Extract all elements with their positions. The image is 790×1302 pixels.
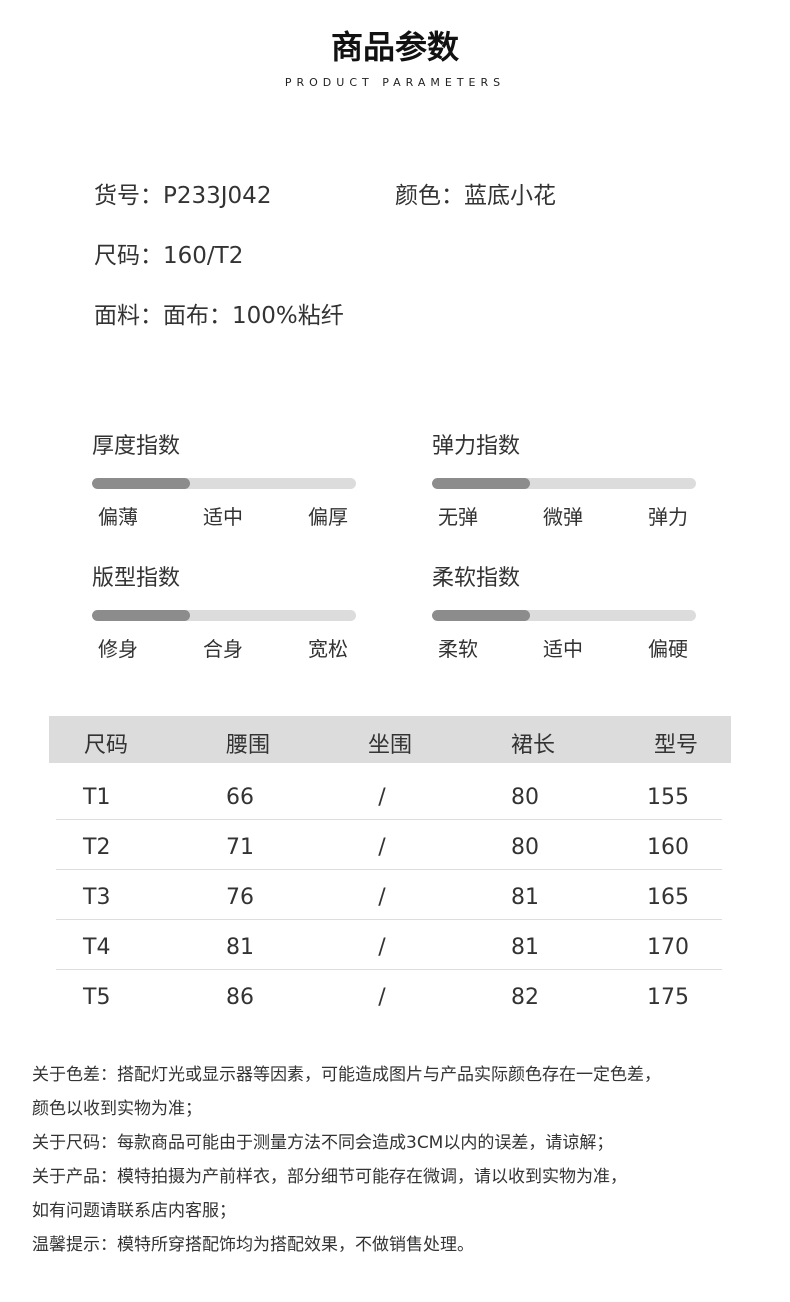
table-cell: 81 [511,885,539,910]
table-cell: 175 [647,985,689,1010]
notes: 关于色差：搭配灯光或显示器等因素，可能造成图片与产品实际颜色存在一定色差， 颜色以… [32,1058,772,1262]
table-cell: 170 [647,935,689,960]
note-line: 温馨提示：模特所穿搭配饰均为搭配效果，不做销售处理。 [32,1235,474,1255]
indicator-bar [92,478,356,489]
column-header: 尺码 [83,733,129,758]
fabric-info: 面料：面布：100%粘纤 [94,303,344,329]
note-line: 颜色以收到实物为准； [32,1099,202,1119]
indicator-title: 厚度指数 [92,434,181,459]
column-header: 坐围 [367,733,413,758]
table-cell: 81 [511,935,539,960]
table-cell: 81 [226,935,254,960]
indicator-label: 柔软 [438,637,478,661]
indicator-label: 偏硬 [648,637,688,661]
table-cell: / [378,835,386,860]
table-cell: T1 [83,785,111,810]
indicator-label: 宽松 [308,637,348,661]
table-cell: 160 [647,835,689,860]
column-header: 腰围 [225,733,271,758]
table-cell: / [378,885,386,910]
indicator-title: 柔软指数 [432,566,521,591]
table-cell: 71 [226,835,254,860]
table-cell: 80 [511,835,539,860]
column-header: 裙长 [510,733,556,758]
indicator-label: 偏厚 [308,505,348,529]
table-row: T1 66 / 80 155 [56,770,722,820]
indicator: 版型指数 修身 合身 宽松 [92,560,356,662]
indicator-labels: 偏薄 适中 偏厚 [92,501,356,530]
table-cell: 86 [226,985,254,1010]
page-title: 商品参数 [330,28,459,66]
indicator-bar [432,610,696,621]
item-number: 货号：P233J042 [94,183,272,209]
table-cell: 165 [647,885,689,910]
table-cell: T2 [83,835,111,860]
table-cell: 80 [511,785,539,810]
note-line: 关于产品：模特拍摄为产前样衣，部分细节可能存在微调，请以收到实物为准， [32,1167,627,1187]
table-cell: T3 [83,885,111,910]
indicator-label: 修身 [98,637,138,661]
indicator-bar-fill [92,478,190,489]
note-line: 关于尺码：每款商品可能由于测量方法不同会造成3CM以内的误差，请谅解； [32,1133,614,1153]
indicator: 厚度指数 偏薄 适中 偏厚 [92,428,356,530]
table-cell: / [378,935,386,960]
color-info: 颜色：蓝底小花 [395,183,556,209]
table-cell: 155 [647,785,689,810]
table-row: T4 81 / 81 170 [56,920,722,970]
table-cell: 76 [226,885,254,910]
indicator-labels: 修身 合身 宽松 [92,633,356,662]
indicator-label: 偏薄 [98,505,138,529]
indicator-label: 适中 [203,505,243,529]
size-info: 尺码：160/T2 [94,243,244,269]
note-line: 如有问题请联系店内客服； [32,1201,236,1221]
table-cell: T5 [83,985,111,1010]
table-row: T5 86 / 82 175 [56,970,722,1020]
indicator-bar-fill [92,610,190,621]
indicator-label: 弹力 [648,505,688,529]
column-header: 型号 [653,733,699,758]
table-cell: / [378,985,386,1010]
indicator-bar-fill [432,610,530,621]
indicator-labels: 无弹 微弹 弹力 [432,501,696,530]
indicator: 柔软指数 柔软 适中 偏硬 [432,560,696,662]
indicator-bar [92,610,356,621]
indicator-title: 版型指数 [92,566,181,591]
table-cell: 82 [511,985,539,1010]
size-table-header: 尺码 腰围 坐围 裙长 型号 [49,716,731,763]
indicator-label: 合身 [203,637,243,661]
indicator-title: 弹力指数 [432,434,521,459]
indicator: 弹力指数 无弹 微弹 弹力 [432,428,696,530]
indicator-label: 无弹 [438,505,478,529]
indicator-bar-fill [432,478,530,489]
indicator-label: 适中 [543,637,583,661]
table-cell: T4 [83,935,111,960]
table-cell: 66 [226,785,254,810]
indicator-label: 微弹 [543,505,583,529]
indicator-labels: 柔软 适中 偏硬 [432,633,696,662]
page-subtitle: PRODUCT PARAMETERS [284,76,506,89]
table-row: T2 71 / 80 160 [56,820,722,870]
indicator-bar [432,478,696,489]
table-cell: / [378,785,386,810]
table-row: T3 76 / 81 165 [56,870,722,920]
note-line: 关于色差：搭配灯光或显示器等因素，可能造成图片与产品实际颜色存在一定色差， [32,1065,661,1085]
